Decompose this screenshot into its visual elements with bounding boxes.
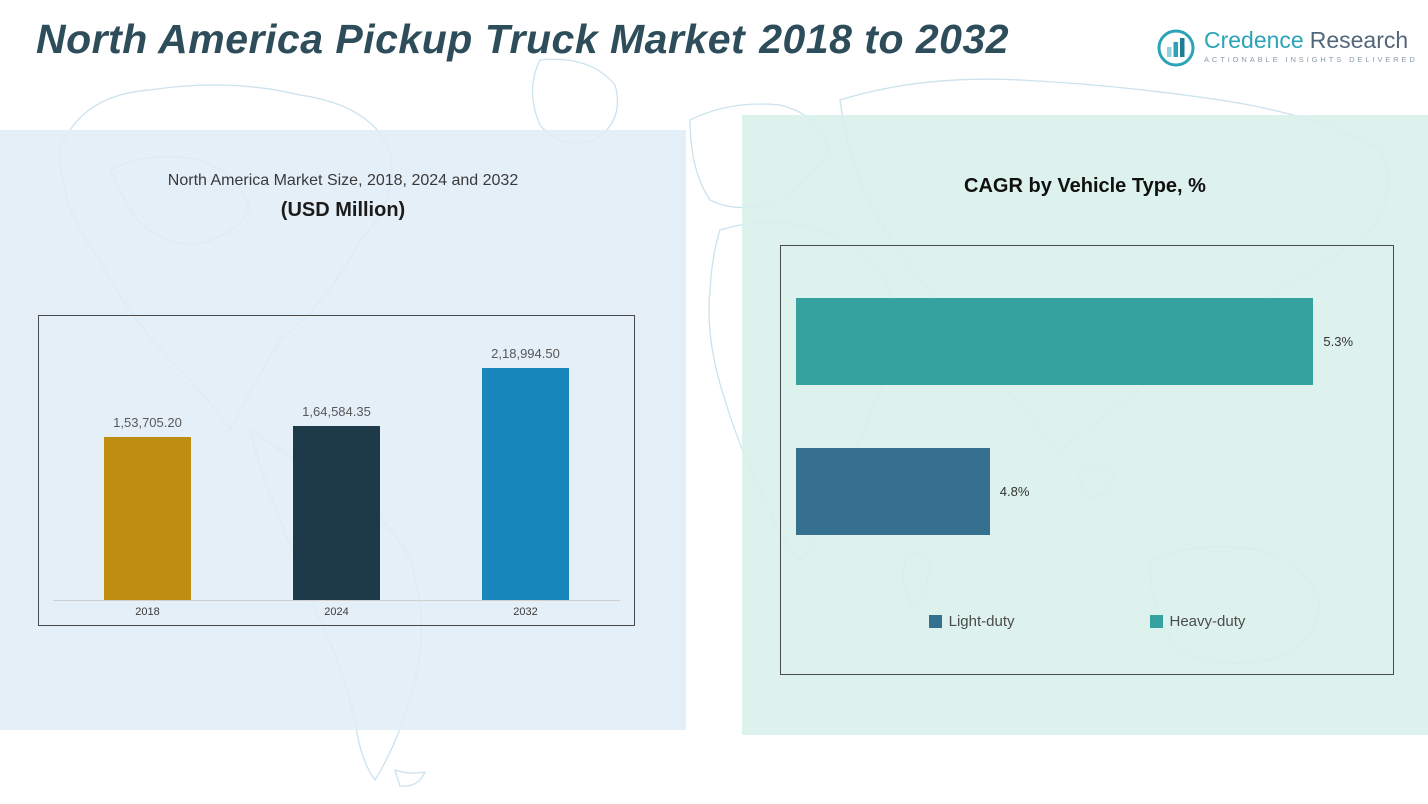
logo-text: Credence Research Actionable Insights Del… — [1204, 28, 1418, 64]
bar-heavy-duty — [796, 298, 1314, 385]
legend-swatch — [928, 615, 942, 628]
credence-research-logo: Credence Research Actionable Insights Del… — [1156, 28, 1418, 68]
brand-first-word: Credence — [1204, 27, 1304, 53]
market-size-plot: 1,53,705.20 1,64,584.35 2,18,994.50 — [53, 316, 620, 601]
legend-swatch — [1149, 615, 1163, 628]
page-title-main: North America Pickup Truck Market — [36, 16, 746, 62]
page-title: North America Pickup Truck Market 2018 to… — [36, 16, 1009, 62]
axis-label-2024: 2024 — [324, 606, 349, 618]
cagr-plot: 5.3% 4.8% — [796, 298, 1378, 535]
brand-tagline: Actionable Insights Delivered — [1204, 55, 1418, 64]
brand-second-word: Research — [1309, 27, 1409, 53]
bar-value-label: 4.8% — [999, 484, 1030, 499]
bar-value-label: 1,53,705.20 — [113, 415, 182, 430]
bar-column-2018: 1,53,705.20 — [104, 415, 191, 600]
market-size-categories: 2018 2024 2032 — [53, 606, 620, 618]
cagr-row-light-duty: 4.8% — [796, 448, 1378, 535]
brand-name: Credence Research — [1204, 28, 1418, 52]
bar-value-label: 2,18,994.50 — [491, 346, 560, 361]
bar-2018 — [104, 437, 191, 600]
bar-value-label: 5.3% — [1323, 334, 1354, 349]
bar-2024 — [293, 426, 380, 600]
market-size-title-line1: North America Market Size, 2018, 2024 an… — [167, 172, 519, 189]
legend-item-heavy-duty: Heavy-duty — [1149, 613, 1246, 630]
legend-label: Heavy-duty — [1169, 613, 1246, 630]
right-panel — [742, 115, 1428, 735]
legend-item-light-duty: Light-duty — [928, 613, 1015, 630]
bar-2032 — [482, 368, 569, 600]
cagr-chart: 5.3% 4.8% Light-duty Heavy-duty — [780, 245, 1394, 675]
axis-label-2032: 2032 — [513, 606, 538, 618]
page-title-range: 2018 to 2032 — [759, 16, 1010, 62]
bar-column-2032: 2,18,994.50 — [482, 346, 569, 600]
market-size-title-line2: (USD Million) — [280, 199, 406, 221]
market-size-chart-title: North America Market Size, 2018, 2024 an… — [0, 172, 686, 222]
page-header: North America Pickup Truck Market 2018 to… — [36, 16, 1009, 63]
cagr-legend: Light-duty Heavy-duty — [796, 613, 1378, 630]
bar-value-label: 1,64,584.35 — [302, 404, 371, 419]
cagr-chart-title: CAGR by Vehicle Type, % — [964, 175, 1206, 197]
axis-label-2018: 2018 — [135, 606, 160, 618]
market-size-chart: 1,53,705.20 1,64,584.35 2,18,994.50 2018 20… — [38, 315, 635, 626]
bar-light-duty — [796, 448, 990, 535]
legend-label: Light-duty — [948, 613, 1015, 630]
bar-column-2024: 1,64,584.35 — [293, 404, 380, 600]
bar-chart-icon — [1157, 29, 1195, 67]
cagr-row-heavy-duty: 5.3% — [796, 298, 1378, 385]
